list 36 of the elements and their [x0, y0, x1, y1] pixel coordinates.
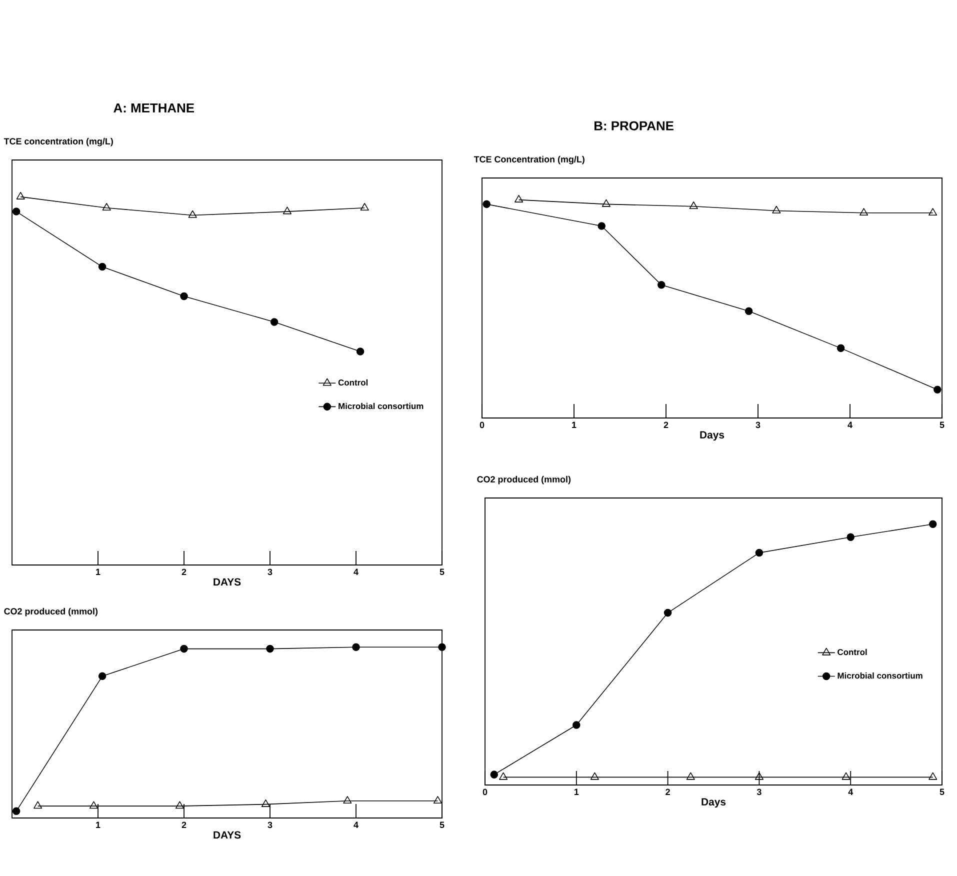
- legend-label: Microbial consortium: [838, 672, 922, 679]
- legend-label: Control: [338, 379, 368, 386]
- x-tick-label: 1: [572, 422, 576, 428]
- x-axis-title: Days: [700, 431, 724, 441]
- x-tick-label: 4: [848, 788, 854, 795]
- chart-title: A: METHANE: [114, 103, 194, 112]
- x-tick-label: 2: [666, 788, 670, 796]
- x-tick-label: 4: [354, 568, 358, 575]
- x-tick-label: 2: [182, 822, 186, 828]
- y-axis-title: CO2 produced (mmol): [477, 476, 571, 484]
- x-tick-label: 3: [756, 422, 760, 428]
- x-tick-label: 3: [268, 568, 272, 576]
- x-axis-title: Days: [702, 798, 726, 808]
- chart-title: B: PROPANE: [594, 121, 674, 130]
- x-tick-label: 3: [756, 788, 762, 796]
- x-tick-label: 5: [440, 568, 444, 576]
- y-axis-title: TCE concentration (mg/L): [4, 138, 113, 146]
- y-axis-title: TCE Concentration (mg/L): [474, 156, 584, 164]
- x-tick-label: 5: [440, 822, 444, 828]
- x-tick-label: 2: [664, 422, 668, 428]
- x-tick-label: 4: [354, 822, 358, 828]
- x-tick-label: 1: [574, 788, 579, 795]
- x-tick-label: 5: [940, 422, 944, 428]
- x-tick-label: 1: [96, 822, 100, 828]
- y-axis-title: CO2 produced (mmol): [4, 608, 98, 616]
- x-tick-label: 4: [848, 422, 852, 428]
- x-tick-label: 2: [182, 568, 186, 576]
- legend-label: Control: [838, 648, 867, 656]
- x-axis-title: DAYS: [214, 831, 241, 839]
- x-tick-label: 0: [482, 788, 488, 796]
- legend-label: Microbial consortium: [338, 402, 424, 410]
- x-tick-label: 5: [940, 788, 944, 796]
- x-axis-title: DAYS: [214, 578, 241, 586]
- x-tick-label: 1: [96, 568, 100, 575]
- x-tick-label: 3: [268, 822, 272, 828]
- x-tick-label: 0: [480, 422, 484, 428]
